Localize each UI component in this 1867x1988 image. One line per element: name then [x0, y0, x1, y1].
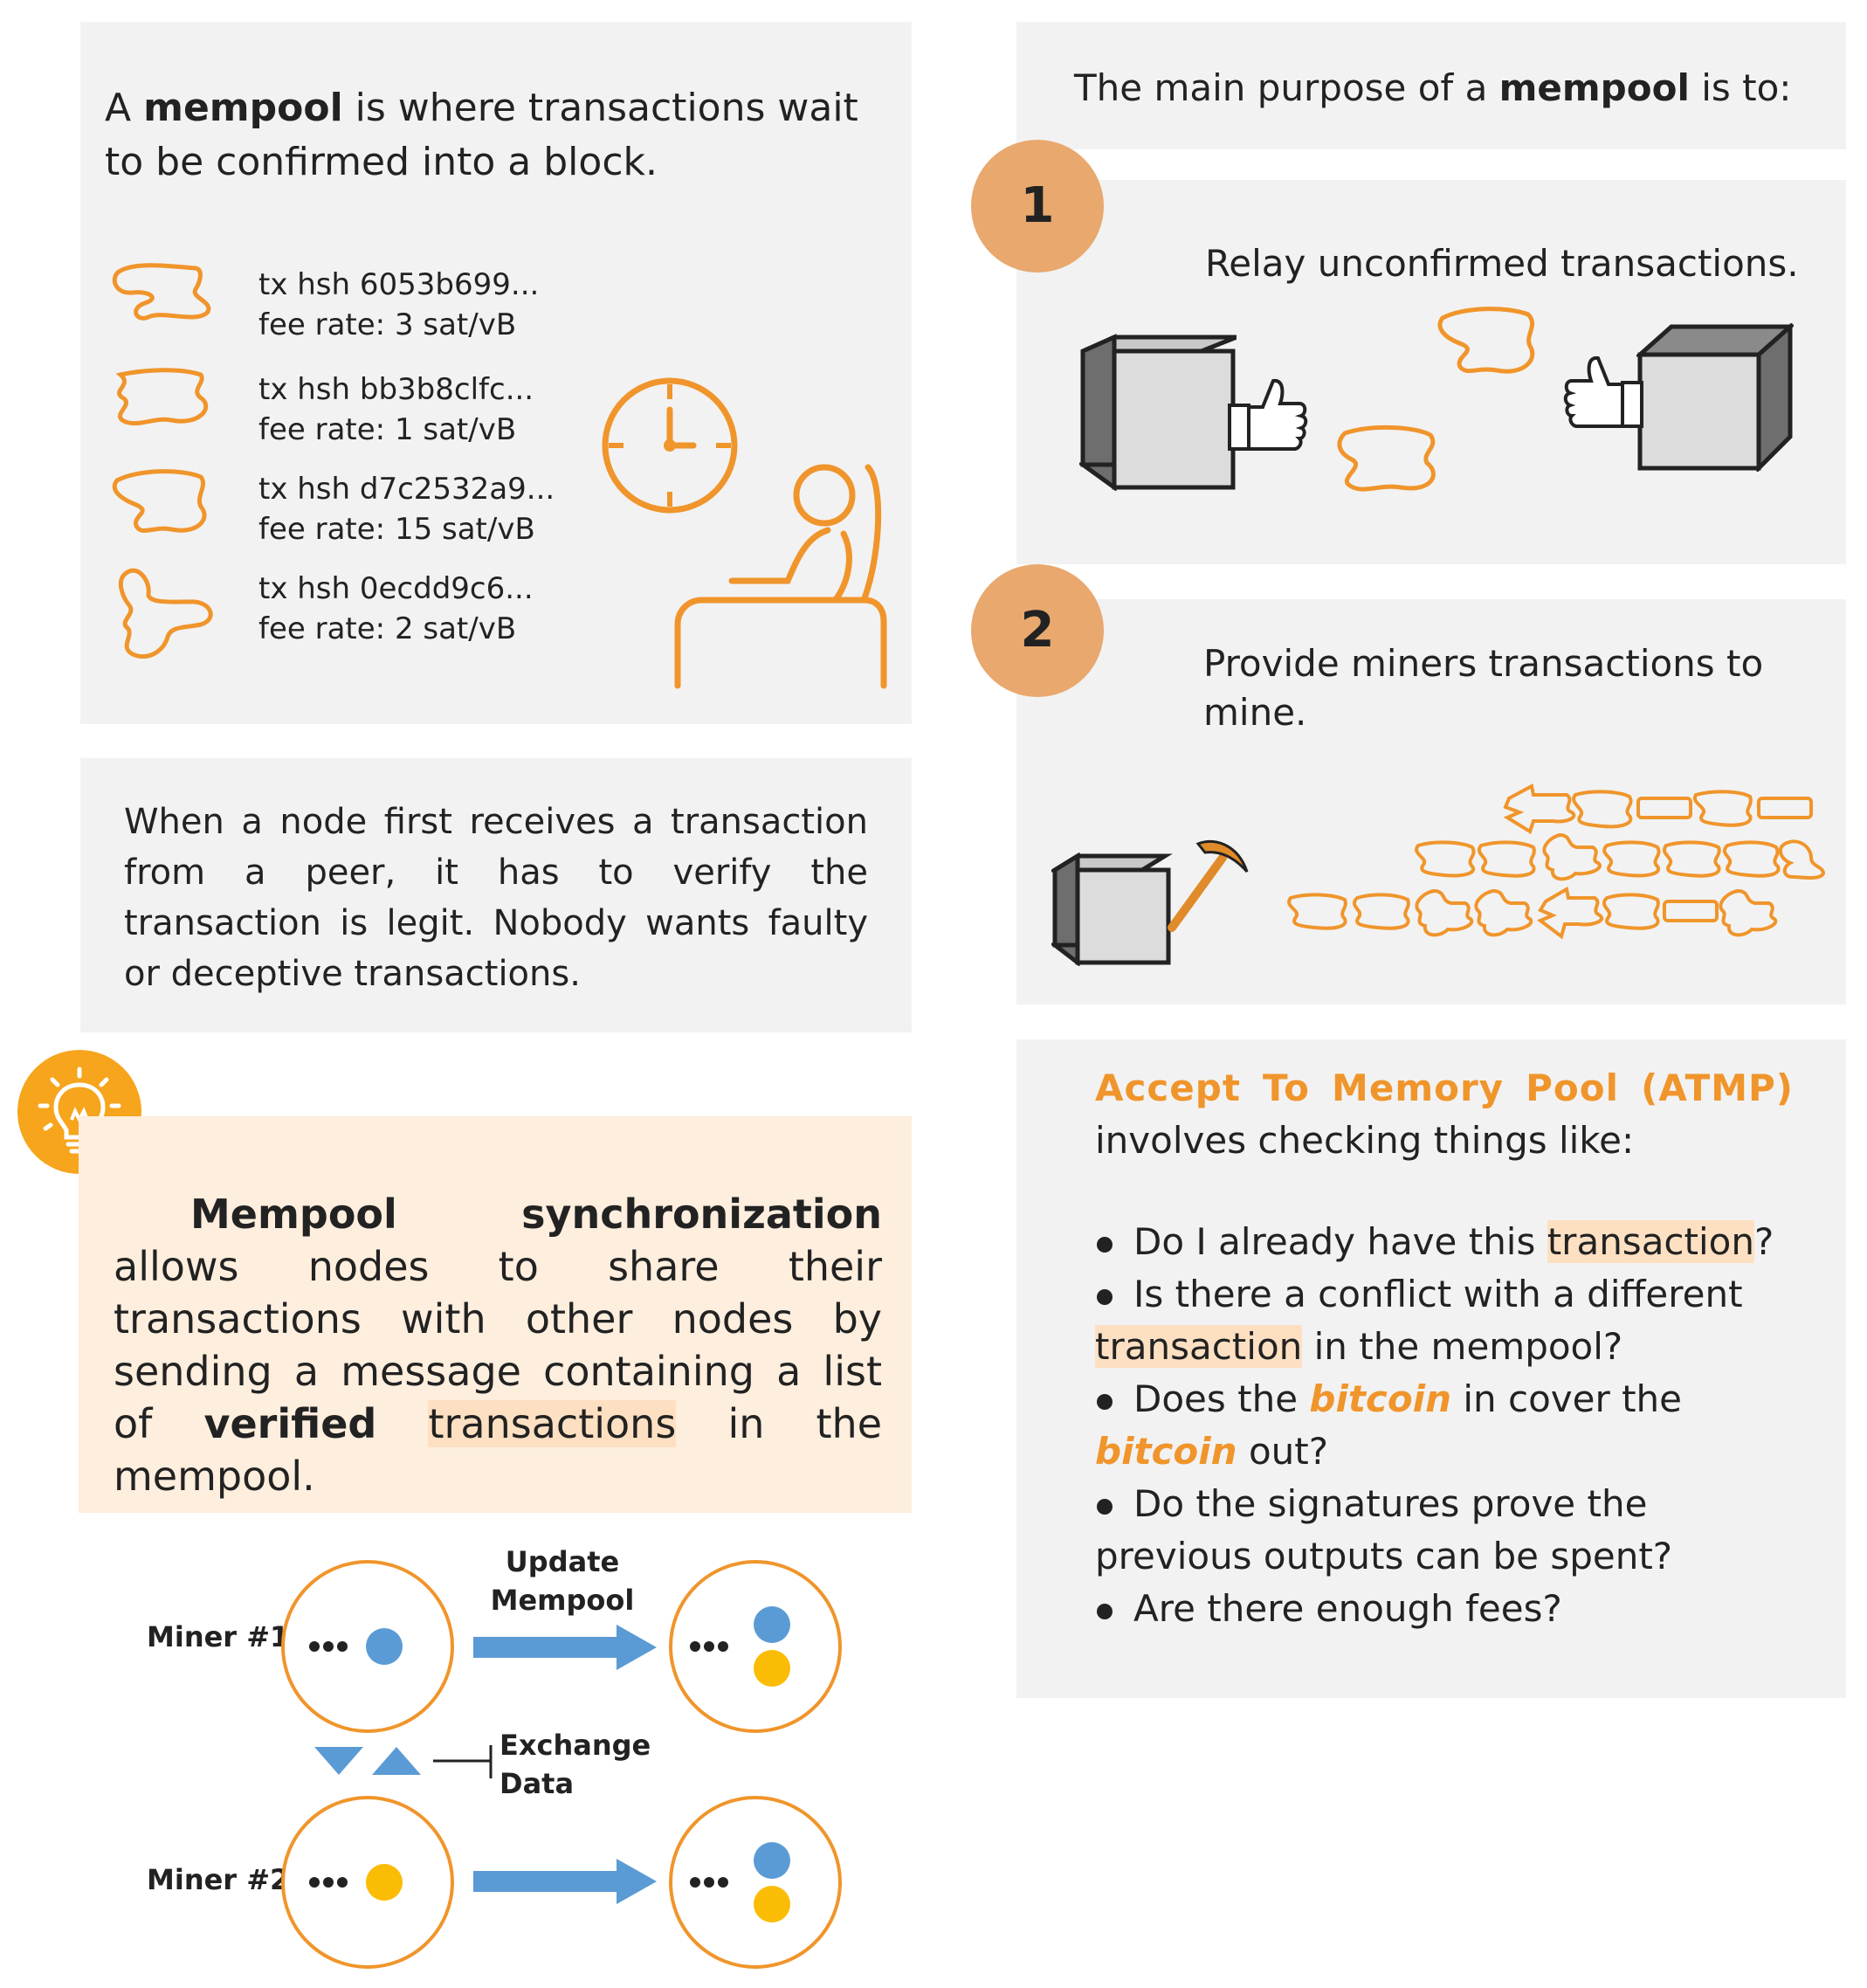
tx-fee: fee rate: 15 sat/vB: [258, 512, 535, 547]
purpose-panel: The main purpose of a mempool is to:: [1016, 22, 1846, 149]
tx-fee: fee rate: 3 sat/vB: [258, 307, 517, 342]
thumbs-up-icon: [1563, 355, 1643, 428]
mempool-definition-panel: A mempool is where transactions wait to …: [80, 22, 912, 724]
diagram-dots-legend: •••: [0, 0, 2, 1]
sync-text: Mempool synchronization allows nodes to …: [114, 1191, 883, 1500]
atmp-panel: Accept To Memory Pool (ATMP) involves ch…: [1016, 1039, 1846, 1698]
transaction-blob-icon: [1337, 425, 1436, 492]
miner-cube-icon: [1051, 852, 1173, 966]
tx-hash: tx hsh 6053b699...: [258, 267, 540, 302]
node-cube-icon: [1636, 323, 1794, 472]
verification-text: When a node first receives a transaction…: [124, 802, 868, 994]
waiting-person-icon: [674, 464, 887, 689]
check-item-5: Are there enough fees?: [1095, 1583, 1811, 1635]
miner-2-mempool-after: [669, 1796, 842, 1969]
step-2-panel: Provide miners transactions to mine.: [1016, 599, 1846, 1004]
transaction-pool-icon: [1287, 783, 1826, 940]
tx-fee: fee rate: 2 sat/vB: [258, 611, 517, 646]
atmp-checklist: Do I already have this transaction? Is t…: [1095, 1216, 1811, 1635]
clock-icon: [602, 377, 738, 514]
mempool-definition: A mempool is where transactions wait to …: [105, 86, 858, 184]
transaction-blob-icon: [1437, 307, 1535, 374]
step-1-badge: 1: [971, 140, 1104, 273]
pickaxe-icon: [1168, 839, 1249, 932]
exchange-arrows: [314, 1745, 493, 1778]
miner-2-mempool-before: [281, 1796, 454, 1969]
update-mempool-label: Update Mempool: [490, 1545, 635, 1617]
transaction-blob-icon: [112, 263, 211, 321]
miner-1-mempool-before: [281, 1560, 454, 1733]
update-arrow-1: [473, 1625, 657, 1670]
miner-1-mempool-after: [669, 1560, 842, 1733]
check-item-3: Does the bitcoin in cover the bitcoin ou…: [1095, 1373, 1811, 1478]
tx-hash: tx hsh 0ecdd9c6...: [258, 571, 534, 606]
tx-hash: tx hsh d7c2532a9...: [258, 472, 555, 507]
tx-item-2: tx hsh bb3b8clfc... fee rate: 1 sat/vB: [258, 369, 534, 450]
step-2-badge: 2: [971, 564, 1104, 697]
tx-item-3: tx hsh d7c2532a9... fee rate: 15 sat/vB: [258, 469, 555, 549]
transaction-blob-icon: [118, 568, 213, 659]
miner-2-label: Miner #2: [147, 1863, 290, 1896]
atmp-intro: involves checking things like:: [1095, 1119, 1635, 1162]
update-arrow-2: [473, 1859, 657, 1904]
transaction-blob-icon: [115, 368, 209, 426]
check-item-1: Do I already have this transaction?: [1095, 1216, 1811, 1268]
tx-hash: tx hsh bb3b8clfc...: [258, 372, 534, 407]
miner-1-label: Miner #1: [147, 1620, 290, 1653]
check-item-2: Is there a conflict with a different tra…: [1095, 1268, 1811, 1373]
transaction-blob-icon: [112, 469, 207, 533]
tx-item-1: tx hsh 6053b699... fee rate: 3 sat/vB: [258, 265, 539, 345]
exchange-data-label: Exchange Data: [499, 1729, 651, 1800]
node-cube-icon: [1079, 334, 1237, 491]
tx-fee: fee rate: 1 sat/vB: [258, 412, 517, 447]
step-2-text: Provide miners transactions to mine.: [1203, 642, 1764, 734]
verification-panel: When a node first receives a transaction…: [80, 758, 912, 1032]
thumbs-up-icon: [1228, 378, 1308, 451]
sync-panel: Mempool synchronization allows nodes to …: [79, 1116, 912, 1513]
step-1-text: Relay unconfirmed transactions.: [1205, 242, 1799, 285]
atmp-title: Accept To Memory Pool (ATMP): [1095, 1066, 1794, 1109]
atmp-heading: Accept To Memory Pool (ATMP) involves ch…: [1095, 1062, 1794, 1167]
step-1-panel: Relay unconfirmed transactions.: [1016, 180, 1846, 564]
purpose-heading: The main purpose of a mempool is to:: [1074, 66, 1792, 109]
check-item-4: Do the signatures prove the previous out…: [1095, 1478, 1811, 1583]
tx-item-4: tx hsh 0ecdd9c6... fee rate: 2 sat/vB: [258, 569, 534, 649]
